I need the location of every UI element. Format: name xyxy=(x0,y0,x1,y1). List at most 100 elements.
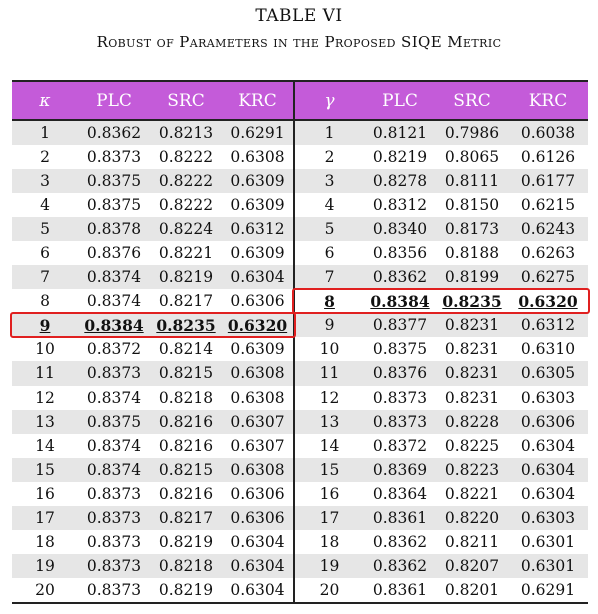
table-cell: 0.8228 xyxy=(436,409,508,434)
column-header: SRC xyxy=(150,80,222,121)
table-cell: 0.6291 xyxy=(508,577,588,604)
table-row: 8 0.8374 0.8217 0.6306 8 0.8384 0.8235 0.6320 xyxy=(12,289,588,314)
column-header: KRC xyxy=(222,80,295,121)
column-header: SRC xyxy=(436,80,508,121)
table-cell: 0.8231 xyxy=(436,385,508,410)
table-cell: 0.8235 xyxy=(150,313,222,338)
table-cell: 0.6304 xyxy=(222,265,295,290)
table-cell: 0.8362 xyxy=(78,120,150,146)
table-row: 19 0.8373 0.8218 0.6304 19 0.8362 0.8207 0.6301 xyxy=(12,553,588,578)
table-cell: 10 xyxy=(12,337,78,362)
table-cell: 3 xyxy=(294,169,364,194)
table-cell: 0.8201 xyxy=(436,577,508,604)
table-cell: 0.6308 xyxy=(222,385,295,410)
table-cell: 0.8369 xyxy=(364,457,436,482)
table-cell: 0.8375 xyxy=(364,337,436,362)
table-cell: 0.8373 xyxy=(78,577,150,604)
table-row: 20 0.8373 0.8219 0.6304 20 0.8361 0.8201 0.6291 xyxy=(12,577,588,604)
table-row: 6 0.8376 0.8221 0.6309 6 0.8356 0.8188 0.6263 xyxy=(12,241,588,266)
table-cell: 0.8375 xyxy=(78,409,150,434)
table-cell: 0.8374 xyxy=(78,457,150,482)
data-table: κ PLC SRC KRC γ PLC SRC KRC 1 0.8362 0.8213 0.6291… xyxy=(12,80,588,604)
table-row: 2 0.8373 0.8222 0.6308 2 0.8219 0.8065 0.6126 xyxy=(12,145,588,170)
table-cell: 0.6312 xyxy=(508,313,588,338)
table-cell: 0.6309 xyxy=(222,193,295,218)
table-cell: 0.8231 xyxy=(436,361,508,386)
table-cell: 0.6306 xyxy=(508,409,588,434)
table-cell: 0.6304 xyxy=(508,457,588,482)
column-header: κ xyxy=(12,80,78,121)
table-cell: 0.8384 xyxy=(78,313,150,338)
table-cell: 0.8219 xyxy=(364,145,436,170)
table-cell: 0.8221 xyxy=(150,241,222,266)
table-cell: 14 xyxy=(294,433,364,458)
column-header: PLC xyxy=(78,80,150,121)
table-row: 18 0.8373 0.8219 0.6304 18 0.8362 0.8211 0.6301 xyxy=(12,529,588,554)
table-row: 13 0.8375 0.8216 0.6307 13 0.8373 0.8228 0.6306 xyxy=(12,409,588,434)
table-cell: 0.8211 xyxy=(436,529,508,554)
table-cell: 0.8376 xyxy=(78,241,150,266)
table-cell: 0.8378 xyxy=(78,217,150,242)
table-cell: 0.6301 xyxy=(508,553,588,578)
table-cell: 11 xyxy=(12,361,78,386)
table-cell: 0.8278 xyxy=(364,169,436,194)
table-cell: 0.6304 xyxy=(508,433,588,458)
table-cell: 0.8374 xyxy=(78,385,150,410)
table-cell: 0.8362 xyxy=(364,553,436,578)
table-cell: 16 xyxy=(12,481,78,506)
table-cell: 0.8373 xyxy=(78,361,150,386)
table-row: 14 0.8374 0.8216 0.6307 14 0.8372 0.8225 0.6304 xyxy=(12,433,588,458)
table-cell: 0.8373 xyxy=(78,505,150,530)
table-cell: 0.8384 xyxy=(364,289,436,314)
table-cell: 0.8374 xyxy=(78,289,150,314)
table-cell: 0.7986 xyxy=(436,120,508,146)
header-row: κ PLC SRC KRC γ PLC SRC KRC xyxy=(12,80,588,121)
table-cell: 8 xyxy=(294,289,364,314)
table-cell: 0.6126 xyxy=(508,145,588,170)
table-cell: 0.8373 xyxy=(78,553,150,578)
table-cell: 0.8222 xyxy=(150,169,222,194)
column-header: γ xyxy=(294,80,364,121)
table-cell: 0.8374 xyxy=(78,433,150,458)
table-cell: 0.8223 xyxy=(436,457,508,482)
table-cell: 0.8121 xyxy=(364,120,436,146)
table-row: 12 0.8374 0.8218 0.6308 12 0.8373 0.8231 0.6303 xyxy=(12,385,588,410)
table-cell: 4 xyxy=(294,193,364,218)
table-cell: 0.8215 xyxy=(150,361,222,386)
table-cell: 0.8340 xyxy=(364,217,436,242)
table-cell: 0.8218 xyxy=(150,385,222,410)
table-row: 5 0.8378 0.8224 0.6312 5 0.8340 0.8173 0.6243 xyxy=(12,217,588,242)
table-cell: 0.8222 xyxy=(150,193,222,218)
table-cell: 20 xyxy=(12,577,78,604)
table-cell: 0.8362 xyxy=(364,529,436,554)
table-cell: 20 xyxy=(294,577,364,604)
table-cell: 0.6307 xyxy=(222,433,295,458)
table-cell: 0.6308 xyxy=(222,457,295,482)
table-cell: 0.8225 xyxy=(436,433,508,458)
table-cell: 0.8373 xyxy=(78,529,150,554)
table-row: 3 0.8375 0.8222 0.6309 3 0.8278 0.8111 0.6177 xyxy=(12,169,588,194)
column-header: KRC xyxy=(508,80,588,121)
table-cell: 0.6312 xyxy=(222,217,295,242)
table-cell: 0.8188 xyxy=(436,241,508,266)
table-cell: 0.8221 xyxy=(436,481,508,506)
parameter-robustness-table: κ PLC SRC KRC γ PLC SRC KRC 1 0.8362 0.8213 0.6291… xyxy=(12,80,588,604)
table-row: 11 0.8373 0.8215 0.6308 11 0.8376 0.8231 0.6305 xyxy=(12,361,588,386)
table-cell: 1 xyxy=(12,120,78,146)
table-cell: 0.8216 xyxy=(150,481,222,506)
table-cell: 9 xyxy=(12,313,78,338)
table-cell: 0.6038 xyxy=(508,120,588,146)
table-label: TABLE VI xyxy=(255,6,343,26)
table-cell: 0.8214 xyxy=(150,337,222,362)
column-header: PLC xyxy=(364,80,436,121)
table-cell: 5 xyxy=(12,217,78,242)
table-cell: 0.8215 xyxy=(150,457,222,482)
table-cell: 12 xyxy=(12,385,78,410)
table-cell: 0.6309 xyxy=(222,169,295,194)
table-cell: 0.8219 xyxy=(150,265,222,290)
table-cell: 0.6304 xyxy=(222,529,295,554)
table-cell: 0.6303 xyxy=(508,505,588,530)
table-cell: 0.8362 xyxy=(364,265,436,290)
table-cell: 0.6263 xyxy=(508,241,588,266)
table-cell: 0.8224 xyxy=(150,217,222,242)
